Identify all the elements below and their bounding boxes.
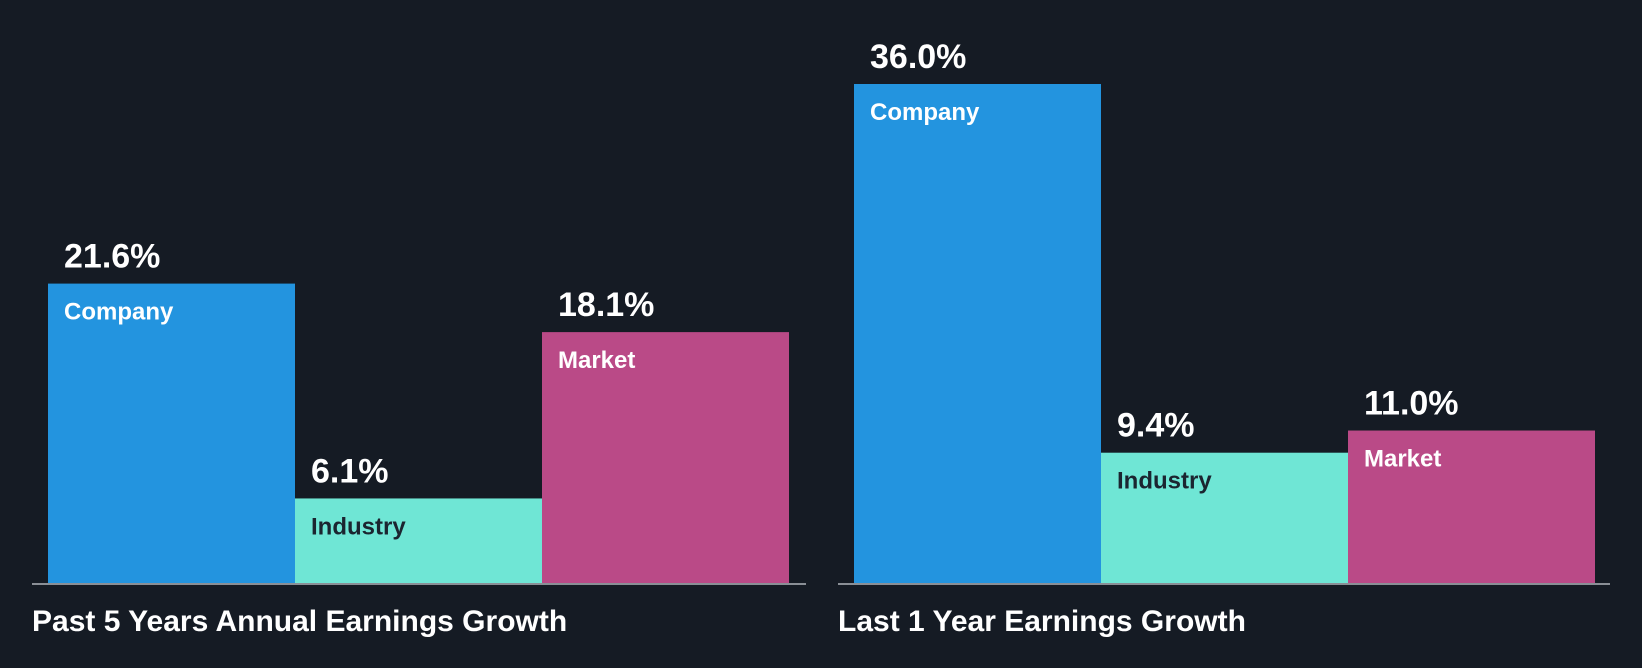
value-label-industry-2: 9.4%: [1117, 407, 1195, 445]
value-label-company-2: 36.0%: [870, 38, 966, 76]
bar-industry-2: [1101, 452, 1348, 583]
bar-market-1: [542, 332, 789, 583]
value-label-market-2: 11.0%: [1364, 385, 1459, 423]
category-label-company-2: Company: [870, 99, 980, 126]
value-label-market-1: 18.1%: [558, 286, 654, 324]
category-label-company-1: Company: [64, 299, 174, 326]
bar-company-2: [854, 84, 1101, 583]
category-label-market-2: Market: [1364, 446, 1441, 473]
chart-title-last-1-year: Last 1 Year Earnings Growth: [838, 605, 1246, 638]
bar-industry-1: [295, 498, 542, 583]
category-label-market-1: Market: [558, 347, 635, 374]
bar-market-2: [1348, 430, 1595, 583]
value-label-industry-1: 6.1%: [311, 452, 389, 490]
category-label-industry-2: Industry: [1117, 468, 1212, 495]
chart-title-past-5-years: Past 5 Years Annual Earnings Growth: [32, 605, 568, 638]
value-label-company-1: 21.6%: [64, 238, 160, 276]
bar-company-1: [48, 283, 295, 583]
category-label-industry-1: Industry: [311, 513, 406, 540]
